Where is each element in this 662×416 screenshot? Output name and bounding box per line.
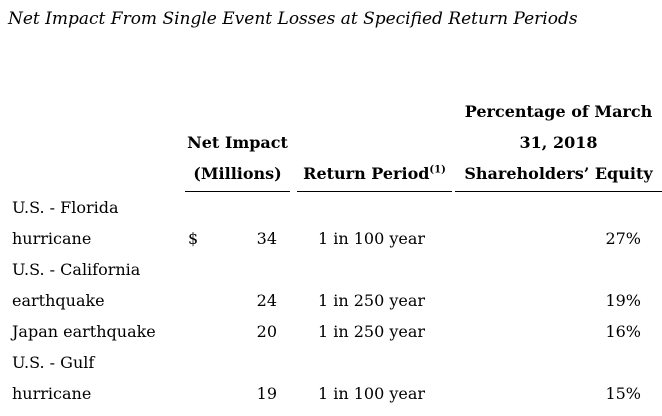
return-period-header-label: Return Period(1) (297, 158, 452, 189)
net-impact-cell (183, 409, 290, 416)
return-period-cell: 1 in 100 year (317, 384, 426, 403)
currency-symbol: $ (188, 229, 199, 248)
percentage-cell: less than 15% (453, 409, 662, 416)
table-row: U.S. - Florida hurricane $ 34 1 in 100 y… (0, 192, 662, 254)
percentage-cell: 16% (605, 322, 641, 341)
column-header-zone (0, 96, 183, 192)
net-impact-amount: $ 34 (188, 223, 277, 254)
percentage-cell: 15% (605, 384, 641, 403)
zone-cell: U.S. - Florida hurricane (12, 198, 119, 248)
table-row: All other zones less than 15% (0, 409, 662, 416)
net-impact-header-underline: Net Impact (Millions) (185, 127, 290, 192)
percentage-header-line-2: 31, 2018 (519, 133, 598, 152)
percentage-header-line-3: Shareholders’ Equity (464, 164, 653, 183)
return-period-cell: 1 in 100 year (317, 229, 426, 248)
net-impact-amount: 19 (188, 378, 277, 409)
column-header-percentage: Percentage of March 31, 2018 Shareholder… (453, 96, 662, 192)
percentage-cell: 27% (605, 229, 641, 248)
table-row: U.S. - California earthquake 24 1 in 250… (0, 254, 662, 316)
return-period-header-underline: Return Period(1) (297, 158, 452, 192)
header-row: Net Impact (Millions) Return Period(1) P… (0, 96, 662, 192)
net-impact-header-line-2: (Millions) (193, 164, 282, 183)
net-impact-value: 19 (256, 384, 277, 403)
percentage-header-line-1: Percentage of March (464, 102, 653, 121)
net-impact-cell: 19 (183, 347, 290, 409)
net-impact-cell: $ 34 (183, 192, 290, 254)
document-title: Net Impact From Single Event Losses at S… (8, 9, 578, 29)
column-header-net-impact: Net Impact (Millions) (183, 96, 290, 192)
net-impact-table: Net Impact (Millions) Return Period(1) P… (0, 96, 662, 416)
return-period-header-text: Return Period (303, 164, 430, 183)
return-period-cell: 1 in 250 year (317, 322, 426, 341)
net-impact-header-line-1: Net Impact (187, 133, 288, 152)
table-row: Japan earthquake 20 1 in 250 year 16% (0, 316, 662, 347)
net-impact-cell: 20 (183, 316, 290, 347)
net-impact-value: 34 (256, 229, 277, 248)
zone-cell: U.S. - Gulf hurricane (12, 353, 95, 403)
net-impact-cell: 24 (183, 254, 290, 316)
table-row: U.S. - Gulf hurricane 19 1 in 100 year 1… (0, 347, 662, 409)
zone-cell: Japan earthquake (12, 322, 156, 341)
column-header-return-period: Return Period(1) (290, 96, 453, 192)
net-impact-amount: 20 (188, 316, 277, 347)
net-impact-amount: 24 (188, 285, 277, 316)
return-period-cell (290, 409, 453, 416)
return-period-cell: 1 in 250 year (317, 291, 426, 310)
percentage-header-underline: Percentage of March 31, 2018 Shareholder… (455, 96, 662, 192)
zone-cell: All other zones (0, 409, 183, 416)
percentage-cell: 19% (605, 291, 641, 310)
net-impact-value: 20 (256, 322, 277, 341)
zone-cell: U.S. - California earthquake (12, 260, 141, 310)
footnote-marker: (1) (429, 164, 446, 176)
net-impact-value: 24 (256, 291, 277, 310)
